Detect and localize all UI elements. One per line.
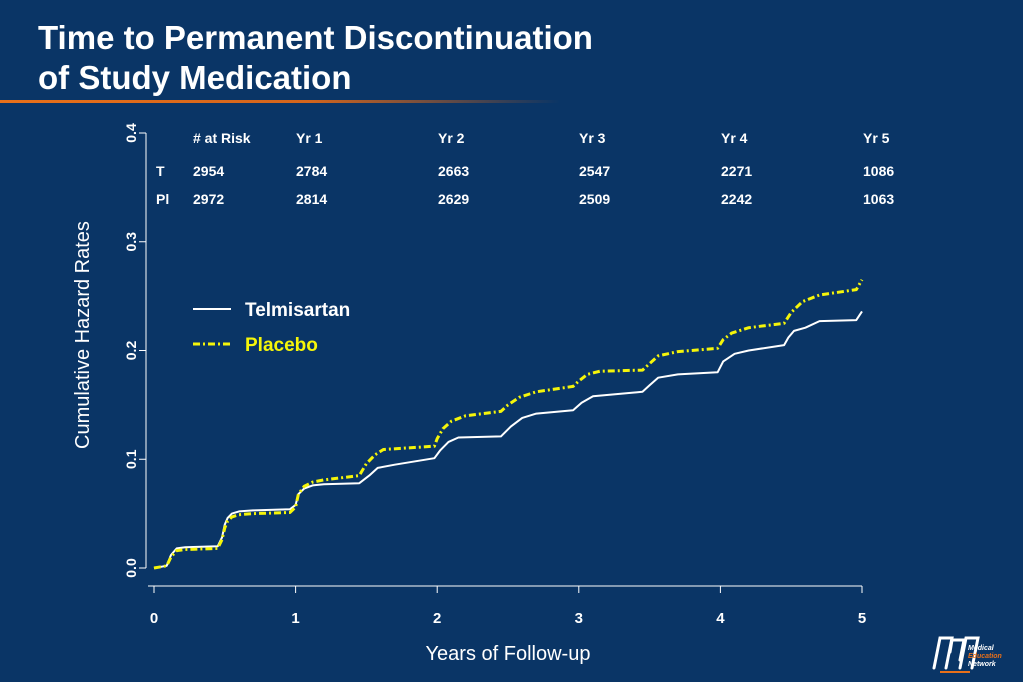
y-tick-label: 0.4 xyxy=(123,123,139,143)
y-tick-label: 0.1 xyxy=(123,449,139,469)
risk-table-cell: 2784 xyxy=(296,163,327,179)
y-tick-label: 0.0 xyxy=(123,558,139,578)
slide-title: Time to Permanent Discontinuation of Stu… xyxy=(38,18,593,98)
title-line-1: Time to Permanent Discontinuation xyxy=(38,19,593,56)
legend-label-placebo: Placebo xyxy=(245,335,318,356)
x-axis-label: Years of Follow-up xyxy=(426,643,591,665)
risk-table-cell: 2954 xyxy=(193,163,224,179)
legend-label-telmisartan: Telmisartan xyxy=(245,300,350,321)
risk-table-header: Yr 1 xyxy=(296,130,323,146)
x-tick-label: 4 xyxy=(716,610,725,627)
risk-table-row-label: Pl xyxy=(156,191,169,207)
y-axis-label: Cumulative Hazard Rates xyxy=(72,221,94,449)
risk-table-cell: 2509 xyxy=(579,191,610,207)
title-underline xyxy=(0,100,560,103)
risk-table-header: Yr 4 xyxy=(721,130,748,146)
risk-table-cell: 1086 xyxy=(863,163,894,179)
risk-table-cell: 2972 xyxy=(193,191,224,207)
risk-table-row-label: T xyxy=(156,163,165,179)
risk-table-header: # at Risk xyxy=(193,130,251,146)
logo-line-3: Network xyxy=(968,661,996,668)
mem-logo-icon xyxy=(932,636,980,673)
risk-table-cell: 2629 xyxy=(438,191,469,207)
y-tick-label: 0.3 xyxy=(123,232,139,252)
risk-table-header: Yr 5 xyxy=(863,130,890,146)
title-line-2: of Study Medication xyxy=(38,59,352,96)
logo-line-1: Medical xyxy=(968,645,994,652)
logo-line-2: Education xyxy=(968,653,1002,660)
series-line-telmisartan xyxy=(153,310,863,569)
y-tick-label: 0.2 xyxy=(123,341,139,361)
risk-table-cell: 2271 xyxy=(721,163,752,179)
risk-table-cell: 2814 xyxy=(296,191,327,207)
risk-table-cell: 2242 xyxy=(721,191,752,207)
risk-table-cell: 1063 xyxy=(863,191,894,207)
x-tick-label: 5 xyxy=(858,610,866,627)
x-tick-label: 2 xyxy=(433,610,441,627)
x-tick-label: 3 xyxy=(575,610,583,627)
risk-table-header: Yr 2 xyxy=(438,130,465,146)
risk-table-cell: 2663 xyxy=(438,163,469,179)
logo-text: Medical Education Network xyxy=(968,645,1002,669)
risk-table-header: Yr 3 xyxy=(579,130,606,146)
risk-table-cell: 2547 xyxy=(579,163,610,179)
x-tick-label: 0 xyxy=(150,610,158,627)
x-tick-label: 1 xyxy=(291,610,299,627)
series-line-placebo xyxy=(153,279,864,570)
